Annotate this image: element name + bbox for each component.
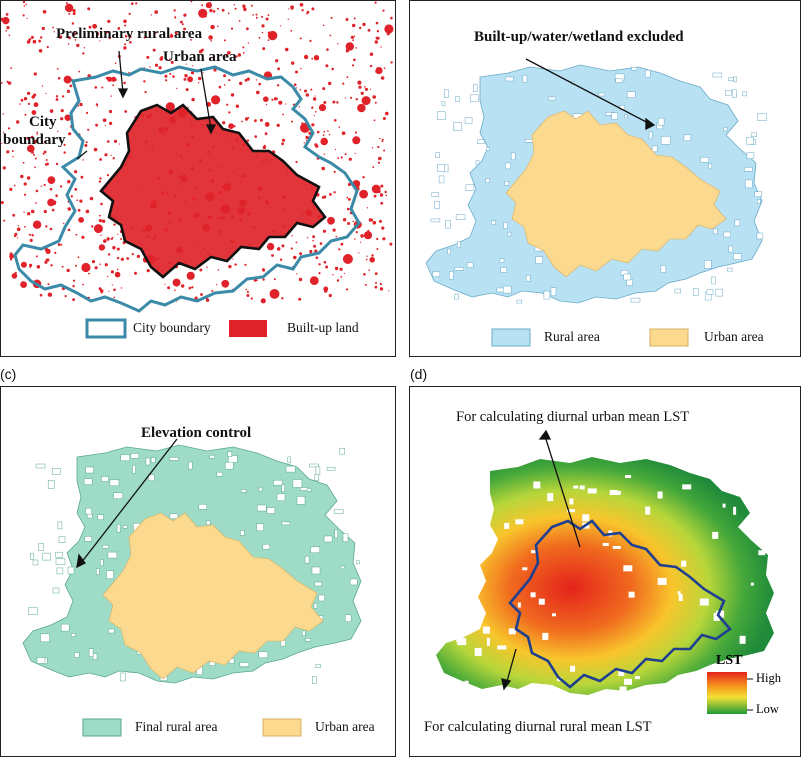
legend-label-final-rural-area: Final rural area	[135, 719, 218, 734]
annotation-preliminary-rural-area: Preliminary rural area	[56, 26, 203, 42]
annotation-rural-mean-lst: For calculating diurnal rural mean LST	[424, 719, 652, 735]
annotation-city-boundary-line2: boundary	[3, 132, 66, 148]
legend-label-city-boundary: City boundary	[133, 320, 211, 335]
urban-area-fill	[101, 105, 325, 277]
legend-swatch-rural-area	[491, 328, 531, 347]
lst-legend-high: High	[756, 671, 781, 685]
panel-c-letter: (c)	[0, 366, 17, 382]
annotation-elevation-control: Elevation control	[141, 425, 252, 441]
legend-label-urban-area: Urban area	[704, 329, 764, 344]
panel-c-map	[22, 438, 362, 737]
panel-d: For calculating diurnal urban mean LST F…	[409, 386, 801, 757]
panel-d-map	[436, 429, 774, 714]
legend-swatch-city-boundary	[85, 318, 127, 339]
lst-legend-title: LST	[716, 653, 743, 668]
lst-colorbar	[707, 672, 747, 714]
legend-swatch-urban-area-c	[262, 718, 302, 737]
urban-boundary-outline	[508, 519, 732, 689]
legend-swatch-built-up-land	[229, 320, 267, 337]
annotation-urban-mean-lst: For calculating diurnal urban mean LST	[456, 409, 690, 425]
panel-a: Preliminary rural area Urban area City b…	[0, 0, 396, 357]
annotation-urban-area: Urban area	[163, 49, 237, 65]
city-boundary-outline	[13, 65, 361, 313]
panel-a-map	[1, 1, 394, 339]
legend-label-rural-area: Rural area	[544, 329, 600, 344]
urban-area-fill	[505, 110, 727, 278]
lst-surface	[436, 457, 774, 695]
panel-c: Elevation control Final rural area Urban…	[0, 386, 396, 757]
lst-legend-low: Low	[756, 702, 779, 716]
legend-label-built-up-land: Built-up land	[287, 320, 359, 335]
panel-d-letter: (d)	[410, 366, 428, 382]
panel-b: Built-up/water/wetland excluded Rural ar…	[409, 0, 801, 357]
legend-swatch-urban-area	[649, 328, 689, 347]
urban-area-fill	[102, 512, 324, 680]
urban-boundary-outline	[99, 103, 327, 279]
legend-swatch-final-rural-area	[82, 718, 122, 737]
panel-b-map	[425, 58, 767, 347]
annotation-built-up-water-wetland-excluded: Built-up/water/wetland excluded	[474, 29, 684, 45]
annotation-city-boundary-line1: City	[29, 114, 57, 130]
legend-label-urban-area-c: Urban area	[315, 719, 375, 734]
